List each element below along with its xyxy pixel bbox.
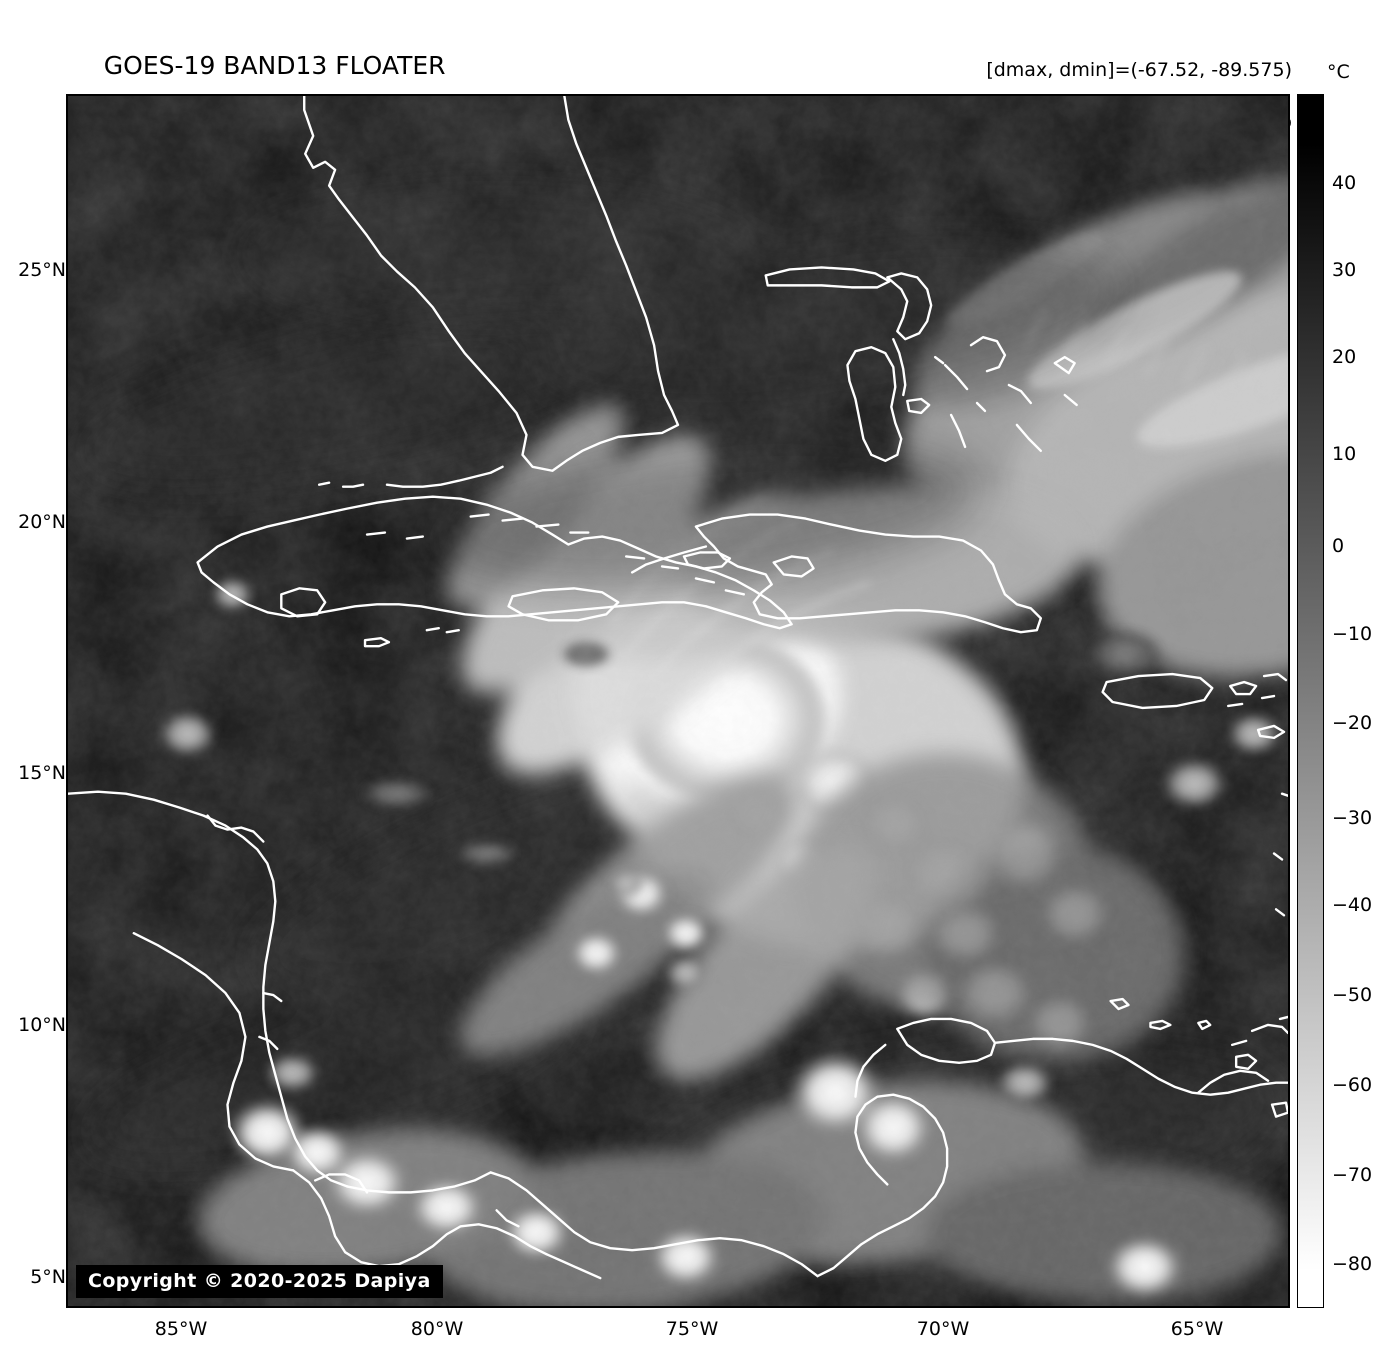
colorbar-unit-label: °C xyxy=(1327,61,1350,83)
colorbar-tick-label: −50 xyxy=(1332,984,1373,1006)
coastline-overlay xyxy=(68,96,1288,1280)
y-tick-label: 10°N xyxy=(18,1014,66,1036)
colorbar-tick-label: 10 xyxy=(1332,443,1357,465)
x-tick-label: 75°W xyxy=(665,1318,719,1340)
y-tick-label: 5°N xyxy=(30,1266,66,1288)
y-tick-label: 15°N xyxy=(18,762,66,784)
colorbar-tick-label: 0 xyxy=(1332,535,1345,557)
y-tick-label: 20°N xyxy=(18,511,66,533)
data-range-label: [dmax, dmin]=(-67.52, -89.575) xyxy=(986,59,1292,81)
colorbar-tick-label: −30 xyxy=(1332,807,1373,829)
infrared-satellite-imagery xyxy=(68,96,1288,1306)
colorbar-tick-label: −70 xyxy=(1332,1164,1373,1186)
x-tick-label: 85°W xyxy=(154,1318,208,1340)
colorbar-tick-label: −20 xyxy=(1332,712,1373,734)
x-tick-label: 65°W xyxy=(1170,1318,1224,1340)
colorbar-tick-label: −80 xyxy=(1332,1253,1373,1275)
x-tick-label: 70°W xyxy=(916,1318,970,1340)
temperature-colorbar xyxy=(1297,94,1324,1308)
colorbar-tick-label: 40 xyxy=(1332,172,1357,194)
x-tick-label: 80°W xyxy=(410,1318,464,1340)
colorbar-tick-label: −60 xyxy=(1332,1074,1373,1096)
satellite-image-plot[interactable]: Copyright © 2020-2025 Dapiya xyxy=(66,94,1290,1308)
colorbar-tick-label: 20 xyxy=(1332,346,1357,368)
product-title: GOES-19 BAND13 FLOATER xyxy=(103,51,446,80)
y-tick-label: 25°N xyxy=(18,259,66,281)
colorbar-tick-label: 30 xyxy=(1332,259,1357,281)
colorbar-tick-label: −10 xyxy=(1332,623,1373,645)
colorbar-tick-label: −40 xyxy=(1332,894,1373,916)
copyright-badge: Copyright © 2020-2025 Dapiya xyxy=(76,1265,443,1298)
